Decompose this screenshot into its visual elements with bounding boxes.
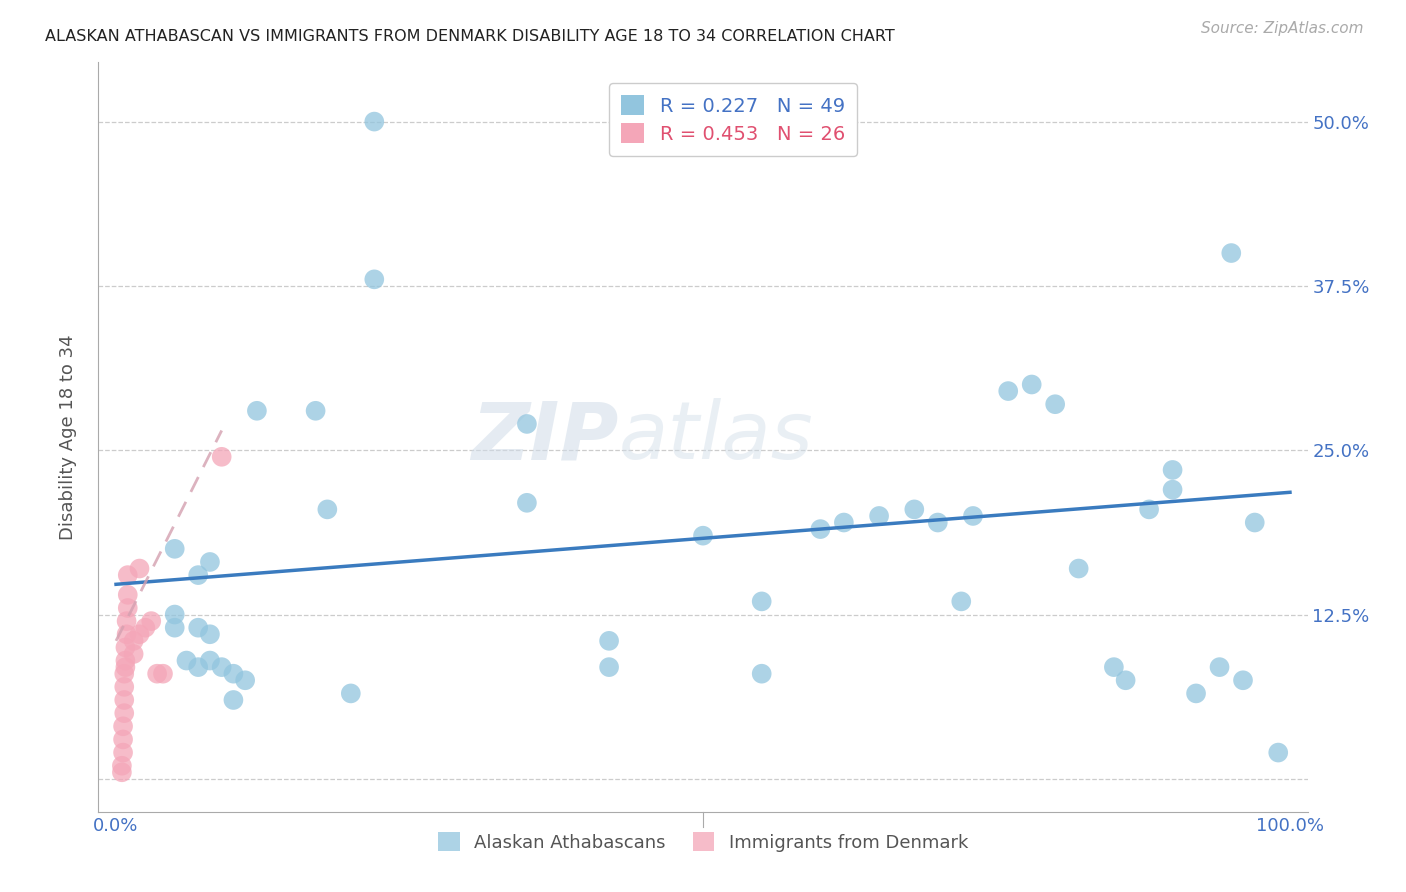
Point — [598, 660, 620, 674]
Point — [112, 706, 135, 720]
Point — [112, 732, 135, 747]
Point — [134, 621, 156, 635]
Point — [962, 508, 984, 523]
Point — [1232, 673, 1254, 688]
Point — [211, 660, 233, 674]
Point — [112, 746, 135, 760]
Point — [117, 568, 139, 582]
Point — [692, 529, 714, 543]
Y-axis label: Disability Age 18 to 34: Disability Age 18 to 34 — [59, 334, 77, 540]
Point — [233, 673, 256, 688]
Point — [304, 404, 326, 418]
Point — [128, 561, 150, 575]
Text: atlas: atlas — [619, 398, 813, 476]
Point — [1161, 463, 1184, 477]
Point — [868, 508, 890, 523]
Point — [1161, 483, 1184, 497]
Point — [111, 765, 134, 780]
Point — [114, 640, 136, 655]
Point — [1021, 377, 1043, 392]
Point — [163, 541, 186, 556]
Point — [112, 719, 135, 733]
Point — [176, 654, 198, 668]
Point — [340, 686, 363, 700]
Point — [163, 621, 186, 635]
Point — [112, 680, 135, 694]
Point — [122, 633, 145, 648]
Point — [111, 758, 134, 772]
Point — [122, 647, 145, 661]
Point — [1208, 660, 1230, 674]
Point — [141, 614, 163, 628]
Point — [903, 502, 925, 516]
Point — [363, 114, 385, 128]
Point — [187, 568, 209, 582]
Point — [112, 693, 135, 707]
Point — [222, 693, 245, 707]
Point — [187, 660, 209, 674]
Point — [115, 627, 138, 641]
Point — [163, 607, 186, 622]
Point — [146, 666, 169, 681]
Text: ALASKAN ATHABASCAN VS IMMIGRANTS FROM DENMARK DISABILITY AGE 18 TO 34 CORRELATIO: ALASKAN ATHABASCAN VS IMMIGRANTS FROM DE… — [45, 29, 894, 45]
Point — [363, 272, 385, 286]
Point — [751, 666, 773, 681]
Point — [598, 633, 620, 648]
Point — [516, 417, 538, 431]
Point — [187, 621, 209, 635]
Point — [117, 601, 139, 615]
Point — [211, 450, 233, 464]
Point — [1043, 397, 1066, 411]
Point — [246, 404, 269, 418]
Point — [808, 522, 831, 536]
Point — [1115, 673, 1137, 688]
Point — [128, 627, 150, 641]
Point — [114, 654, 136, 668]
Point — [1067, 561, 1090, 575]
Point — [1102, 660, 1125, 674]
Point — [751, 594, 773, 608]
Point — [832, 516, 855, 530]
Legend: Alaskan Athabascans, Immigrants from Denmark: Alaskan Athabascans, Immigrants from Den… — [430, 825, 976, 859]
Point — [198, 627, 221, 641]
Point — [1267, 746, 1289, 760]
Point — [115, 614, 138, 628]
Point — [316, 502, 339, 516]
Point — [117, 588, 139, 602]
Point — [997, 384, 1019, 398]
Point — [222, 666, 245, 681]
Point — [152, 666, 174, 681]
Text: ZIP: ZIP — [471, 398, 619, 476]
Text: Source: ZipAtlas.com: Source: ZipAtlas.com — [1201, 21, 1364, 36]
Point — [950, 594, 973, 608]
Point — [198, 654, 221, 668]
Point — [516, 496, 538, 510]
Point — [1243, 516, 1265, 530]
Point — [112, 666, 135, 681]
Point — [114, 660, 136, 674]
Point — [1137, 502, 1160, 516]
Point — [198, 555, 221, 569]
Point — [1220, 246, 1243, 260]
Point — [1185, 686, 1208, 700]
Point — [927, 516, 949, 530]
